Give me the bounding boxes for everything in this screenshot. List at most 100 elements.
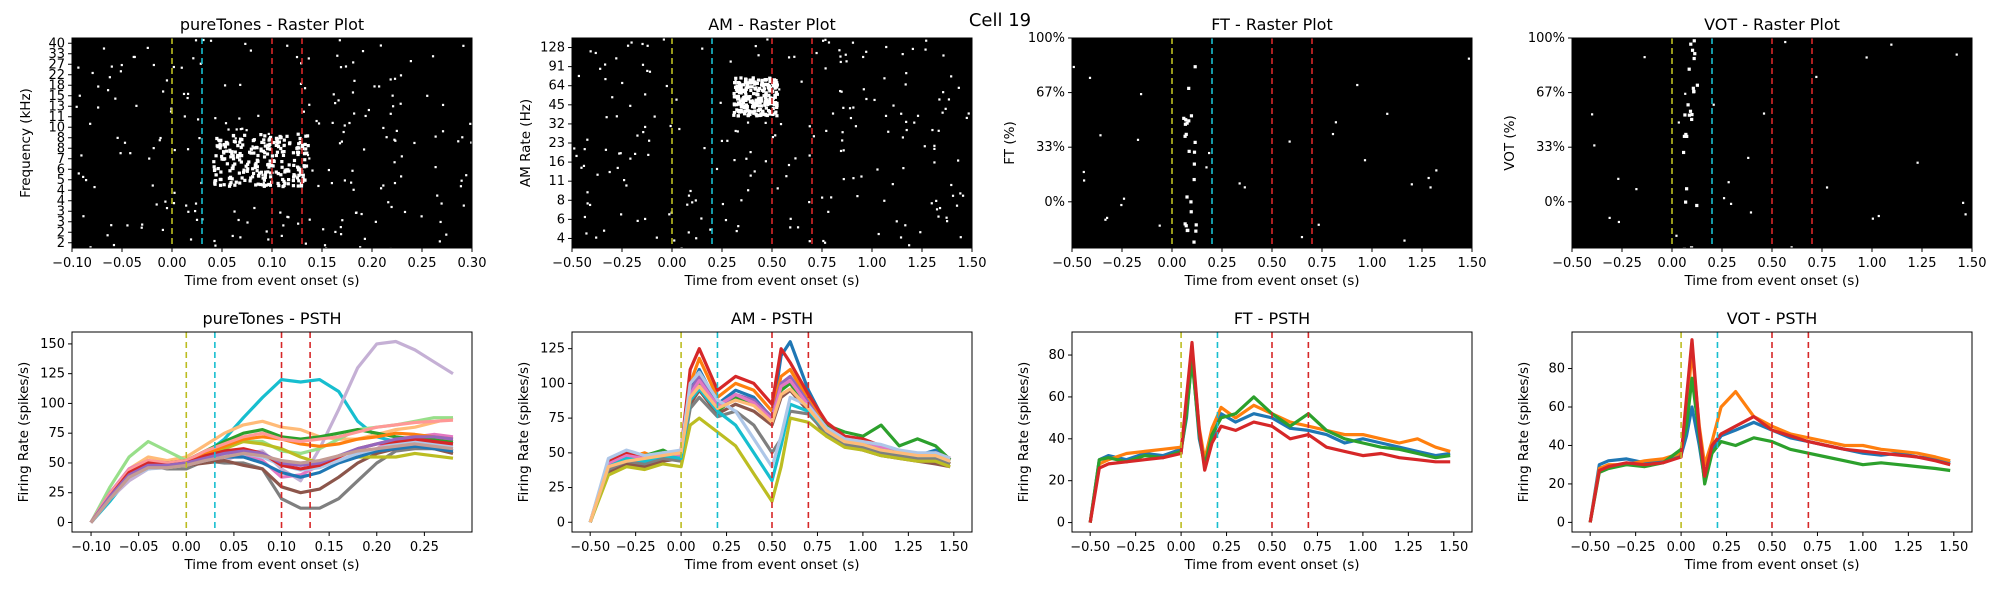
spike bbox=[760, 78, 764, 83]
spike bbox=[937, 215, 940, 218]
spike bbox=[899, 236, 903, 239]
spike bbox=[1683, 113, 1687, 117]
spike bbox=[883, 199, 886, 202]
spike bbox=[231, 157, 236, 161]
spike bbox=[256, 182, 260, 186]
figure-title: Cell 19 bbox=[969, 10, 1031, 31]
spike bbox=[732, 91, 736, 96]
spike bbox=[738, 88, 742, 92]
x-tick-label: 0.25 bbox=[410, 540, 439, 555]
spike bbox=[296, 168, 301, 172]
spike bbox=[112, 243, 116, 247]
y-tick-label: 2 bbox=[57, 236, 65, 251]
spike bbox=[1192, 240, 1196, 244]
spike bbox=[227, 128, 230, 131]
spike bbox=[225, 162, 229, 166]
psth-line-11 bbox=[89, 418, 454, 524]
spike bbox=[675, 98, 678, 101]
spike bbox=[938, 206, 942, 210]
spike bbox=[274, 136, 279, 140]
spike bbox=[901, 53, 904, 56]
spike bbox=[1729, 202, 1733, 205]
spike bbox=[298, 136, 302, 141]
spike bbox=[262, 178, 266, 182]
spike bbox=[282, 138, 286, 142]
spike bbox=[950, 183, 953, 187]
spike bbox=[876, 168, 879, 171]
spike bbox=[905, 128, 908, 132]
spike bbox=[848, 107, 852, 110]
x-tick-label: −0.50 bbox=[1570, 540, 1610, 555]
spike bbox=[1427, 176, 1430, 180]
spike bbox=[343, 124, 346, 127]
psth-line-3 bbox=[1088, 340, 1451, 523]
spike bbox=[240, 176, 244, 180]
spike bbox=[182, 92, 186, 96]
spike bbox=[740, 102, 744, 107]
spike bbox=[265, 147, 270, 151]
spike bbox=[231, 154, 235, 158]
spike bbox=[589, 50, 592, 53]
x-tick-label: 0.25 bbox=[708, 256, 737, 271]
spike bbox=[390, 205, 393, 209]
spike bbox=[216, 166, 220, 171]
spike bbox=[77, 172, 80, 175]
spike bbox=[303, 87, 307, 90]
x-tick-label: −0.10 bbox=[71, 540, 111, 555]
x-tick-label: 0.25 bbox=[1208, 256, 1237, 271]
spike bbox=[1691, 86, 1695, 90]
spike bbox=[196, 118, 200, 121]
spike bbox=[248, 179, 252, 183]
spike bbox=[276, 145, 281, 149]
x-tick-label: 0.00 bbox=[158, 256, 187, 271]
spike bbox=[911, 47, 914, 51]
spike bbox=[732, 110, 736, 115]
spike bbox=[849, 116, 853, 120]
spike bbox=[1192, 177, 1196, 182]
spike bbox=[721, 202, 725, 206]
spike bbox=[1158, 224, 1161, 227]
spike bbox=[620, 213, 623, 216]
spike bbox=[741, 83, 746, 87]
spike bbox=[748, 94, 752, 99]
spike bbox=[760, 88, 764, 92]
spike bbox=[259, 147, 263, 151]
spike bbox=[164, 200, 167, 203]
y-tick-label: 15 bbox=[48, 89, 65, 104]
spike bbox=[759, 99, 763, 103]
spike bbox=[192, 57, 195, 60]
spike bbox=[796, 226, 800, 229]
spike bbox=[757, 104, 761, 108]
y-tick-label: 22 bbox=[48, 68, 65, 83]
spike bbox=[243, 178, 247, 182]
y-tick-label: 2 bbox=[57, 225, 65, 240]
spike bbox=[860, 175, 863, 178]
spike bbox=[301, 173, 305, 177]
y-tick-label: 33% bbox=[1536, 140, 1565, 155]
spike bbox=[282, 224, 285, 227]
spike bbox=[180, 66, 183, 69]
spike bbox=[629, 157, 632, 160]
spike bbox=[233, 140, 237, 144]
x-tick-label: 0.50 bbox=[1258, 256, 1287, 271]
x-tick-label: 1.25 bbox=[1408, 256, 1437, 271]
y-tick-label: 4 bbox=[557, 231, 565, 246]
spike bbox=[218, 146, 222, 150]
spike bbox=[315, 119, 318, 123]
spike bbox=[97, 106, 100, 109]
spike bbox=[251, 167, 255, 171]
x-axis-label: Time from event onset (s) bbox=[1183, 557, 1359, 573]
spike bbox=[420, 215, 423, 218]
spike bbox=[82, 175, 85, 179]
spike bbox=[123, 141, 127, 144]
spike bbox=[276, 181, 280, 186]
spike bbox=[768, 112, 772, 116]
spike bbox=[892, 104, 895, 107]
y-tick-label: 23 bbox=[548, 136, 565, 151]
spike bbox=[218, 142, 222, 146]
spike bbox=[120, 63, 123, 67]
spike bbox=[774, 90, 778, 95]
spike bbox=[793, 55, 796, 58]
spike bbox=[751, 80, 755, 84]
x-tick-label: −0.05 bbox=[102, 256, 142, 271]
